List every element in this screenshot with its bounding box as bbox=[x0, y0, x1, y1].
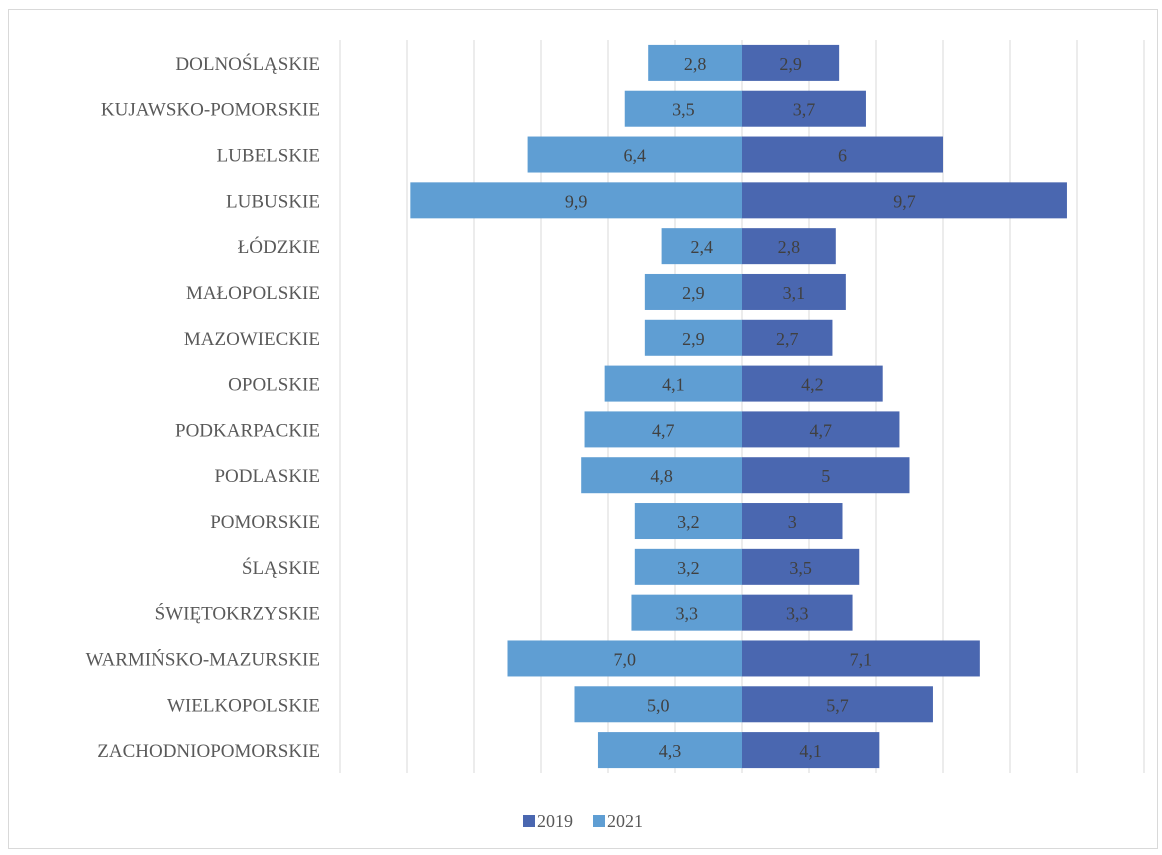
category-label: MAŁOPOLSKIE bbox=[186, 283, 320, 304]
data-label-2021: 6,4 bbox=[624, 146, 647, 166]
data-label-2021: 3,2 bbox=[677, 558, 700, 578]
bar-2019 bbox=[742, 90, 866, 127]
data-label-2019: 6 bbox=[838, 146, 847, 166]
legend-swatch-2021 bbox=[593, 815, 605, 827]
data-label-2019: 2,8 bbox=[778, 237, 801, 257]
category-label: DOLNOŚLĄSKIE bbox=[175, 53, 320, 75]
category-label: ZACHODNIOPOMORSKIE bbox=[97, 741, 320, 762]
category-label: LUBELSKIE bbox=[217, 146, 320, 167]
data-labels: 2,8 2,9 3,5 3,7 6,4 6 9,9 9,7 2,4 2,8 2,9 3,1 2,9 2,7… bbox=[565, 54, 916, 761]
category-label: WARMIŃSKO-MAZURSKIE bbox=[86, 648, 320, 670]
data-label-2019: 4,7 bbox=[809, 420, 832, 440]
bar-2019 bbox=[742, 273, 846, 310]
bar-2021 bbox=[507, 640, 742, 677]
bars bbox=[410, 44, 1067, 769]
bar-2019 bbox=[742, 228, 836, 265]
bar-2021 bbox=[644, 273, 742, 310]
category-label: OPOLSKIE bbox=[228, 375, 320, 396]
bar-2019 bbox=[742, 319, 833, 356]
legend: 2019 2021 bbox=[523, 811, 643, 831]
bar-2021 bbox=[581, 457, 742, 494]
bar-2021 bbox=[574, 686, 742, 723]
data-label-2019: 3,5 bbox=[789, 558, 812, 578]
data-label-2021: 2,9 bbox=[682, 283, 705, 303]
data-label-2021: 3,5 bbox=[672, 100, 695, 120]
category-label: LUBUSKIE bbox=[226, 191, 320, 212]
category-labels: DOLNOŚLĄSKIE KUJAWSKO-POMORSKIE LUBELSKIE L… bbox=[86, 53, 320, 762]
data-label-2021: 3,2 bbox=[677, 512, 700, 532]
legend-label-2019: 2019 bbox=[537, 811, 573, 831]
bar-2019 bbox=[742, 44, 840, 81]
bar-2021 bbox=[634, 503, 742, 540]
bar-2021 bbox=[648, 44, 742, 81]
bar-2021 bbox=[634, 548, 742, 585]
legend-label-2021: 2021 bbox=[607, 811, 643, 831]
bar-2021 bbox=[624, 90, 742, 127]
data-label-2019: 2,7 bbox=[776, 329, 799, 349]
bar-2019 bbox=[742, 640, 980, 677]
data-label-2021: 5,0 bbox=[647, 695, 670, 715]
bar-2021 bbox=[584, 411, 742, 448]
category-label: MAZOWIECKIE bbox=[184, 329, 320, 350]
category-label: ŚLĄSKIE bbox=[242, 557, 320, 579]
bar-2019 bbox=[742, 182, 1067, 219]
data-label-2021: 2,8 bbox=[684, 54, 707, 74]
data-label-2019: 5,7 bbox=[826, 695, 849, 715]
category-label: KUJAWSKO-POMORSKIE bbox=[101, 100, 320, 121]
data-label-2021: 4,3 bbox=[659, 741, 682, 761]
bar-2021 bbox=[661, 228, 742, 265]
data-label-2019: 3 bbox=[788, 512, 797, 532]
category-label: PODLASKIE bbox=[214, 466, 320, 487]
data-label-2019: 3,3 bbox=[786, 604, 809, 624]
bar-2019 bbox=[742, 594, 853, 631]
data-label-2019: 4,2 bbox=[801, 375, 824, 395]
category-label: ŁÓDZKIE bbox=[238, 236, 320, 258]
data-label-2021: 4,1 bbox=[662, 375, 685, 395]
bar-2019 bbox=[742, 136, 943, 173]
bar-2019 bbox=[742, 365, 883, 402]
data-label-2019: 9,7 bbox=[893, 191, 916, 211]
data-label-2021: 7,0 bbox=[614, 649, 637, 669]
data-label-2021: 4,7 bbox=[652, 420, 675, 440]
bar-2019 bbox=[742, 686, 933, 723]
bar-2021 bbox=[597, 732, 742, 769]
data-label-2021: 4,8 bbox=[650, 466, 673, 486]
bar-2021 bbox=[644, 319, 742, 356]
bar-2021 bbox=[410, 182, 742, 219]
category-label: ŚWIĘTOKRZYSKIE bbox=[155, 603, 320, 625]
category-label: WIELKOPOLSKIE bbox=[167, 695, 320, 716]
bar-2019 bbox=[742, 457, 910, 494]
bar-2021 bbox=[631, 594, 742, 631]
category-label: POMORSKIE bbox=[210, 512, 320, 533]
bar-2019 bbox=[742, 548, 860, 585]
bar-2019 bbox=[742, 732, 880, 769]
bar-2019 bbox=[742, 411, 900, 448]
data-label-2021: 3,3 bbox=[675, 604, 698, 624]
data-label-2019: 5 bbox=[821, 466, 830, 486]
data-label-2019: 4,1 bbox=[799, 741, 822, 761]
data-label-2019: 2,9 bbox=[779, 54, 802, 74]
legend-swatch-2019 bbox=[523, 815, 535, 827]
data-label-2019: 3,7 bbox=[793, 100, 816, 120]
data-label-2021: 2,4 bbox=[691, 237, 714, 257]
bar-2021 bbox=[527, 136, 742, 173]
bar-2021 bbox=[604, 365, 742, 402]
bar-2019 bbox=[742, 503, 843, 540]
category-label: PODKARPACKIE bbox=[175, 420, 320, 441]
data-label-2019: 3,1 bbox=[783, 283, 806, 303]
data-label-2021: 9,9 bbox=[565, 191, 588, 211]
data-label-2021: 2,9 bbox=[682, 329, 705, 349]
data-label-2019: 7,1 bbox=[850, 649, 873, 669]
